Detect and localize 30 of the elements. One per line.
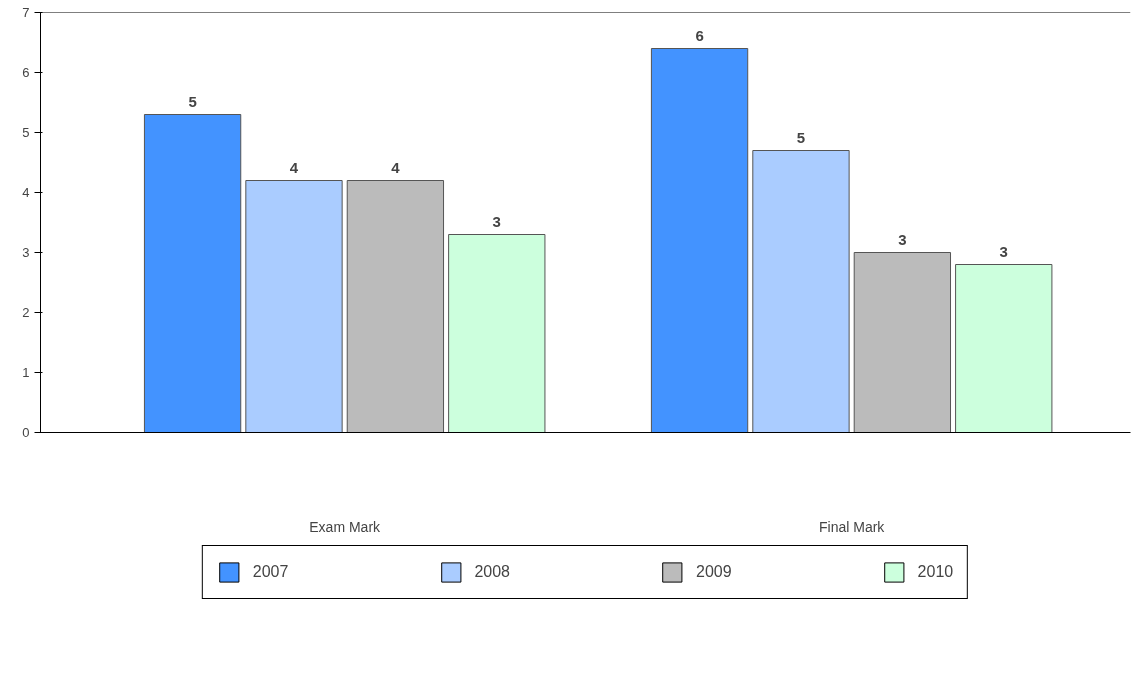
data-label: 6 (695, 26, 704, 44)
y-tick-label: 2 (22, 305, 30, 320)
data-label: 5 (188, 92, 197, 110)
bar (955, 264, 1053, 433)
data-label: 5 (796, 128, 806, 146)
y-tick-label: 3 (22, 245, 30, 260)
legend-label: 2010 (917, 563, 954, 581)
bar (853, 252, 952, 433)
bar (143, 114, 242, 433)
x-tick-label: Exam Mark (309, 518, 382, 535)
legend-label: 2008 (474, 563, 510, 581)
data-label: 4 (289, 158, 299, 176)
y-tick-label: 5 (22, 125, 30, 140)
data-label: 3 (492, 212, 501, 230)
y-tick-label: 7 (22, 5, 30, 20)
y-tick-label: 6 (22, 65, 30, 80)
legend-label: 2007 (252, 563, 289, 581)
y-tick-label: 1 (22, 365, 30, 380)
data-label: 3 (999, 242, 1008, 260)
bar (650, 48, 749, 433)
bar (752, 150, 850, 433)
y-tick-label: 4 (22, 185, 30, 200)
bar (448, 234, 546, 433)
data-label: 4 (391, 158, 401, 176)
bar (245, 180, 343, 433)
legend-label: 2009 (696, 563, 732, 581)
bar (346, 180, 445, 433)
y-tick-label: 0 (22, 425, 30, 440)
data-label: 3 (898, 230, 907, 248)
x-tick-label: Final Mark (818, 518, 886, 535)
